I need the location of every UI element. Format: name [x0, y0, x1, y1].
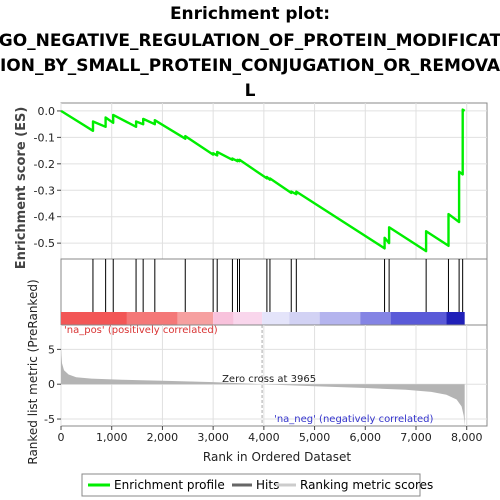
colorbar-segment: [177, 312, 214, 325]
positive-correlation-label: 'na_pos' (positively correlated): [64, 325, 218, 336]
x-tick-label: 8,000: [451, 431, 483, 444]
negative-correlation-label: 'na_neg' (negatively correlated): [274, 414, 433, 425]
colorbar-segment: [360, 312, 391, 325]
colorbar-segment: [289, 312, 320, 325]
chart-title-line-1: Enrichment plot:: [170, 4, 330, 24]
metric-tick-label: -5: [44, 413, 55, 426]
legend: Enrichment profile Hits Ranking metric s…: [81, 473, 433, 497]
ranking-metric-area: [61, 348, 465, 426]
x-tick-label: 4,000: [248, 431, 280, 444]
colorbar-segment: [126, 312, 178, 325]
x-axis-label: Rank in Ordered Dataset: [203, 450, 351, 464]
es-tick-label: -0.3: [34, 184, 55, 197]
es-tick-label: -0.2: [34, 158, 55, 171]
colorbar-segment: [61, 312, 127, 325]
x-tick-label: 3,000: [197, 431, 229, 444]
x-tick-label: 6,000: [350, 431, 382, 444]
metric-y-ticks: 5 0 -5: [44, 343, 61, 426]
colorbar-segment: [390, 312, 447, 325]
es-tick-label: 0.0: [38, 105, 56, 118]
es-y-axis-label: Enrichment score (ES): [14, 107, 29, 270]
x-tick-label: 2,000: [147, 431, 179, 444]
metric-tick-label: 5: [48, 343, 55, 356]
ranking-colorbar: [61, 312, 465, 325]
legend-hits-label: Hits: [256, 478, 279, 492]
legend-ranking-metric-label: Ranking metric scores: [300, 478, 433, 492]
colorbar-segment: [262, 312, 290, 325]
colorbar-segment: [233, 312, 263, 325]
hit-markers: [92, 259, 464, 312]
es-tick-label: -0.4: [34, 211, 55, 224]
x-tick-label: 0: [58, 431, 65, 444]
enrichment-profile-line: [60, 108, 466, 253]
x-tick-label: 1,000: [96, 431, 128, 444]
zero-cross-label: Zero cross at 3965: [222, 374, 316, 385]
x-tick-label: 7,000: [400, 431, 432, 444]
es-y-ticks: 0.0 -0.1 -0.2 -0.3 -0.4 -0.5: [34, 105, 61, 250]
chart-title-line-4: L: [245, 81, 256, 101]
metric-tick-label: 0: [48, 378, 55, 391]
es-gridlines: [60, 103, 487, 259]
legend-enrichment-profile-label: Enrichment profile: [114, 478, 225, 492]
x-axis-ticks: 0 1,000 2,000 3,000 4,000 5,000 6,000 7,000 8,00…: [58, 426, 483, 444]
es-tick-label: -0.1: [34, 131, 55, 144]
colorbar-segment: [319, 312, 361, 325]
x-tick-label: 5,000: [299, 431, 331, 444]
chart-title-line-3: ION_BY_SMALL_PROTEIN_CONJUGATION_OR_REMO…: [0, 56, 500, 76]
colorbar-segment: [213, 312, 234, 325]
colorbar-segment: [446, 312, 465, 325]
chart-title-line-2: GO_NEGATIVE_REGULATION_OF_PROTEIN_MODIFI…: [0, 31, 500, 51]
metric-y-axis-label: Ranked list metric (PreRanked): [26, 279, 40, 464]
es-tick-label: -0.5: [34, 237, 55, 250]
